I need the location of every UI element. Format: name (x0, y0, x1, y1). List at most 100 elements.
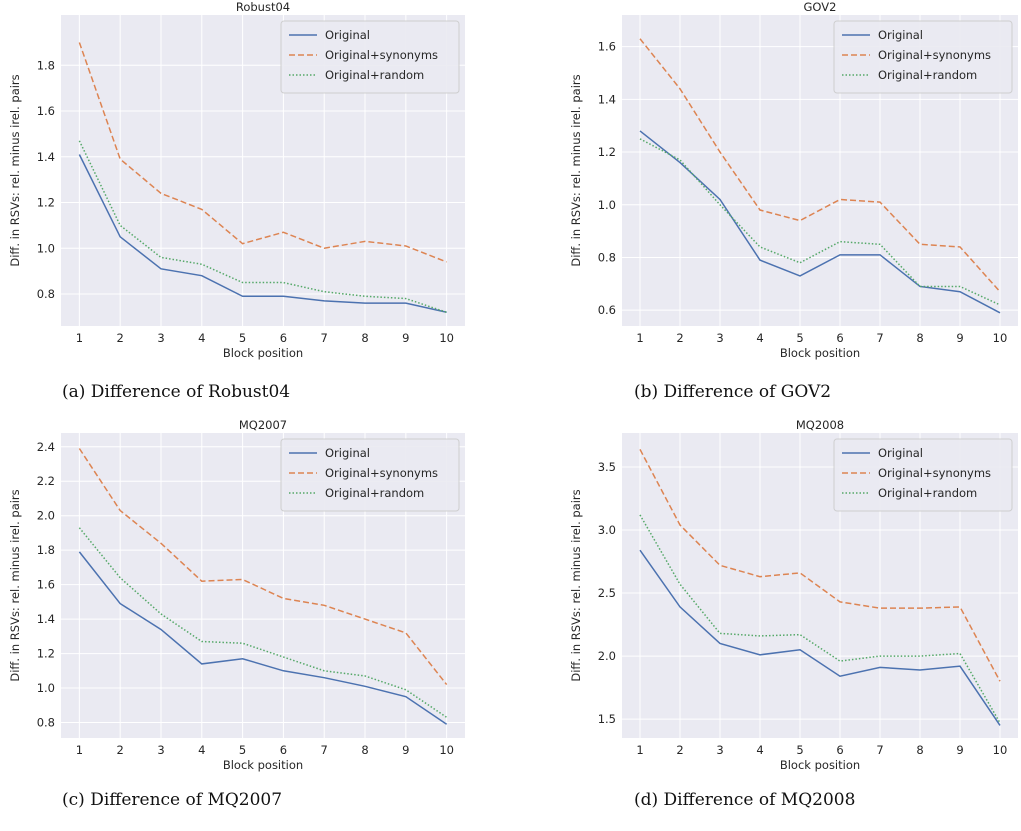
x-axis-label: Block position (780, 346, 860, 360)
series-line (639, 549, 1001, 726)
x-tick-label: 8 (361, 331, 368, 345)
x-tick-label: 5 (796, 331, 803, 345)
x-tick-label: 9 (956, 743, 963, 757)
y-tick-label: 1.5 (598, 712, 616, 726)
chart-title: MQ2007 (239, 418, 287, 432)
legend-label: Original+random (878, 68, 977, 82)
x-tick-label: 6 (280, 331, 287, 345)
y-tick-label: 1.2 (37, 647, 55, 661)
x-tick-label: 9 (402, 331, 409, 345)
y-tick-label: 1.0 (598, 198, 616, 212)
y-tick-label: 2.0 (37, 509, 55, 523)
x-tick-label: 3 (716, 743, 723, 757)
x-tick-label: 3 (157, 331, 164, 345)
panel: 1.5 2.0 2.5 3.0 3.5 1 2 3 4 5 6 7 8 9 10 MQ2008 Block po… (569, 418, 1018, 810)
y-tick-label: 1.6 (598, 40, 616, 54)
x-tick-label: 1 (636, 331, 643, 345)
x-tick-label: 7 (876, 331, 883, 345)
y-tick-label: 1.4 (598, 92, 616, 106)
x-tick-label: 1 (76, 743, 83, 757)
x-tick-label: 8 (361, 743, 368, 757)
caption: (a) Difference of Robust04 (62, 382, 290, 402)
x-tick-label: 5 (239, 743, 246, 757)
y-tick-label: 0.8 (37, 287, 55, 301)
y-tick-label: 2.0 (598, 649, 616, 663)
x-tick-label: 1 (636, 743, 643, 757)
legend-box (280, 438, 460, 512)
y-tick-label: 3.5 (598, 460, 616, 474)
x-tick-label: 2 (117, 331, 124, 345)
y-tick-label: 2.5 (598, 586, 616, 600)
legend-label: Original (878, 446, 923, 460)
y-tick-label: 1.8 (37, 58, 55, 72)
x-tick-label: 5 (796, 743, 803, 757)
x-tick-label: 2 (117, 743, 124, 757)
y-tick-label: 0.8 (598, 250, 616, 264)
series-line (78, 154, 447, 314)
x-tick-label: 7 (321, 743, 328, 757)
chart-title: GOV2 (804, 0, 837, 14)
y-tick-label: 1.2 (37, 196, 55, 210)
x-axis-label: Block position (223, 758, 303, 772)
x-tick-label: 3 (716, 331, 723, 345)
panel: 0.8 1.0 1.2 1.4 1.6 1.8 1 2 3 4 5 6 7 8 9 10 Robust04 Blo… (8, 0, 465, 402)
x-tick-label: 9 (956, 331, 963, 345)
y-tick-label: 1.2 (598, 145, 616, 159)
y-tick-label: 1.4 (37, 150, 55, 164)
x-tick-label: 2 (676, 743, 683, 757)
caption: (b) Difference of GOV2 (634, 382, 831, 402)
chart-title: Robust04 (236, 0, 290, 14)
series-line (639, 38, 1001, 293)
x-tick-label: 6 (836, 743, 843, 757)
panel: 0.8 1.0 1.2 1.4 1.6 1.8 2.0 2.2 2.4 1 2 3 4 5 6 7 8 9 10 MQ… (8, 418, 465, 810)
x-tick-label: 5 (239, 331, 246, 345)
x-tick-label: 9 (402, 743, 409, 757)
series-line (78, 448, 448, 686)
x-tick-label: 10 (439, 331, 454, 345)
legend-label: Original+synonyms (325, 48, 438, 62)
legend-label: Original (325, 28, 370, 42)
x-tick-label: 7 (321, 331, 328, 345)
x-tick-label: 4 (756, 743, 763, 757)
x-tick-label: 8 (916, 743, 923, 757)
series-line (639, 514, 1001, 724)
x-tick-label: 10 (993, 331, 1008, 345)
x-axis-label: Block position (780, 758, 860, 772)
caption: (d) Difference of MQ2008 (634, 790, 855, 810)
y-tick-label: 1.6 (37, 578, 55, 592)
y-tick-label: 1.6 (37, 104, 55, 118)
y-axis-label: Diff. in RSVs: rel. minus irel. pairs (569, 489, 583, 681)
x-tick-label: 6 (836, 331, 843, 345)
legend-box (280, 20, 460, 94)
chart-title: MQ2008 (796, 418, 844, 432)
y-axis-label: Diff. in RSVs: rel. minus irel. pairs (569, 74, 583, 266)
legend-label: Original+synonyms (878, 466, 991, 480)
y-tick-label: 0.8 (37, 715, 55, 729)
legend-label: Original+synonyms (325, 466, 438, 480)
x-tick-label: 10 (993, 743, 1008, 757)
x-tick-label: 4 (198, 331, 205, 345)
y-axis-label: Diff. in RSVs: rel. minus irel. pairs (8, 489, 22, 681)
x-tick-label: 4 (756, 331, 763, 345)
x-tick-label: 2 (676, 331, 683, 345)
series-line (639, 449, 1001, 682)
series-line (78, 140, 447, 313)
panel: 0.6 0.8 1.0 1.2 1.4 1.6 1 2 3 4 5 6 7 8 9 10 GOV2 Block p… (569, 0, 1018, 402)
y-tick-label: 2.2 (37, 474, 55, 488)
series-line (639, 130, 1001, 314)
x-tick-label: 10 (439, 743, 454, 757)
x-axis-label: Block position (223, 346, 303, 360)
y-tick-label: 1.0 (37, 681, 55, 695)
y-tick-label: 1.0 (37, 241, 55, 255)
legend-label: Original+random (325, 68, 424, 82)
legend-box (833, 438, 1013, 512)
x-tick-label: 8 (916, 331, 923, 345)
legend-label: Original+random (325, 486, 424, 500)
legend-label: Original (325, 446, 370, 460)
x-tick-label: 3 (157, 743, 164, 757)
y-tick-label: 1.4 (37, 612, 55, 626)
legend-label: Original+synonyms (878, 48, 991, 62)
series-line (78, 527, 448, 718)
y-axis-label: Diff. in RSVs: rel. minus irel. pairs (8, 74, 22, 266)
